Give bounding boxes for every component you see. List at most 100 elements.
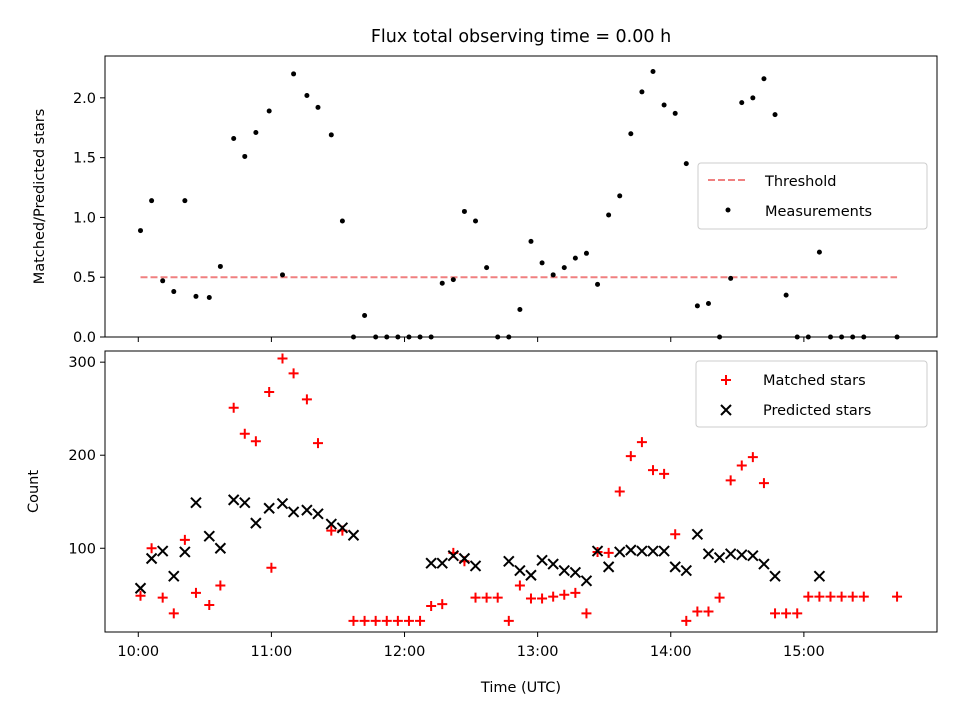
measurement-point: [628, 131, 634, 137]
matched-star-point: [714, 592, 725, 603]
predicted-star-point: [747, 549, 759, 562]
predicted-star-point: [325, 518, 338, 530]
predicted-star-point: [602, 561, 615, 573]
matched-star-point: [381, 615, 392, 626]
measurement-point: [160, 278, 166, 284]
measurement-point: [149, 198, 155, 204]
predicted-star-point: [680, 564, 692, 577]
predicted-star-point: [436, 557, 448, 569]
predicted-star-point: [636, 545, 648, 557]
matched-star-point: [847, 591, 858, 602]
matched-star-point: [514, 580, 525, 591]
measurement-point: [279, 272, 285, 278]
matched-star-point: [481, 592, 492, 603]
measurement-point: [572, 255, 578, 261]
measurement-point: [517, 306, 523, 312]
matched-star-point: [747, 452, 758, 463]
matched-star-point: [770, 608, 781, 619]
matched-star-point: [525, 593, 536, 604]
matched-star-point: [659, 468, 670, 479]
predicted-star-point: [813, 570, 826, 582]
predicted-star-point: [214, 542, 227, 554]
matched-star-point: [179, 534, 190, 545]
legend-measurement-swatch: [725, 207, 731, 213]
predicted-star-point: [134, 582, 147, 594]
matched-star-point: [537, 593, 548, 604]
legend-matched-swatch: [721, 375, 731, 385]
measurement-point: [450, 277, 456, 283]
predicted-star-point: [469, 560, 482, 572]
legend-label-matched: Matched stars: [763, 373, 866, 389]
measurement-point: [484, 265, 490, 271]
predicted-star-point: [276, 497, 289, 510]
matched-star-point: [146, 543, 157, 554]
y-tick-label: 1.0: [73, 210, 96, 226]
y-axis-label: Count: [26, 470, 42, 513]
predicted-star-point: [647, 545, 659, 557]
predicted-star-point: [525, 569, 537, 581]
y-axis-label: Matched/Predicted stars: [32, 109, 48, 285]
predicted-star-point: [458, 552, 471, 565]
predicted-star-point: [669, 561, 681, 573]
measurement-point: [772, 112, 778, 118]
y-tick-label: 0.0: [73, 330, 96, 346]
measurement-point: [528, 238, 534, 244]
predicted-star-point: [536, 554, 548, 567]
measurement-point: [728, 275, 734, 281]
matched-star-point: [570, 587, 581, 598]
predicted-star-point: [724, 548, 737, 560]
matched-star-point: [670, 529, 681, 540]
predicted-star-point: [503, 555, 515, 567]
bottom-panel-counts: 10:00 11:00 12:00 13:00 14:00 15:00 100 200 300 C…: [26, 350, 938, 696]
x-tick-label: 10:00: [117, 644, 159, 660]
measurement-point: [583, 250, 589, 256]
measurement-point: [595, 281, 601, 287]
legend: Threshold Measurements: [697, 162, 928, 230]
matched-star-point: [559, 589, 570, 600]
measurement-point: [304, 92, 310, 98]
legend: Matched stars Predicted stars: [695, 360, 928, 428]
matched-star-point: [392, 615, 403, 626]
matched-star-point: [636, 437, 647, 448]
matched-star-point: [348, 615, 359, 626]
matched-star-point: [190, 587, 201, 598]
measurement-point: [231, 136, 237, 142]
predicted-star-point: [156, 545, 169, 557]
matched-star-point: [758, 478, 769, 489]
matched-star-point: [858, 591, 869, 602]
legend-predicted-swatch: [720, 404, 732, 416]
matched-star-point: [725, 475, 736, 486]
measurement-point: [473, 218, 479, 224]
matched-star-point: [250, 436, 261, 447]
measurement-point: [242, 153, 248, 159]
matched-star-point: [204, 600, 215, 611]
predicted-star-point: [569, 566, 582, 579]
y-tick-label: 0.5: [73, 270, 96, 286]
matched-star-point: [803, 591, 814, 602]
measurement-point: [750, 95, 756, 101]
predicted-star-point: [347, 529, 360, 541]
matched-star-point: [492, 592, 503, 603]
predicted-star-point: [702, 548, 715, 560]
matched-star-point: [736, 460, 747, 471]
predicted-star-point: [190, 496, 202, 509]
matched-star-point: [415, 615, 426, 626]
y-tick-label: 300: [68, 355, 96, 371]
predicted-star-point: [614, 546, 626, 558]
predicted-star-point: [179, 546, 191, 558]
measurement-point: [362, 312, 368, 318]
measurement-point: [683, 161, 689, 167]
predicted-star-point: [336, 522, 349, 534]
measurement-point: [694, 303, 700, 309]
y-tick-label: 100: [68, 541, 96, 557]
measurement-point: [550, 272, 556, 278]
predicted-star-point: [580, 575, 593, 587]
predicted-star-point: [447, 549, 460, 562]
y-tick-label: 200: [68, 448, 96, 464]
y-tick-label: 2.0: [73, 91, 96, 107]
x-tick-label: 11:00: [251, 644, 293, 660]
x-tick-label: 13:00: [517, 644, 559, 660]
predicted-star-point: [301, 504, 313, 516]
predicted-star-point: [263, 502, 275, 514]
